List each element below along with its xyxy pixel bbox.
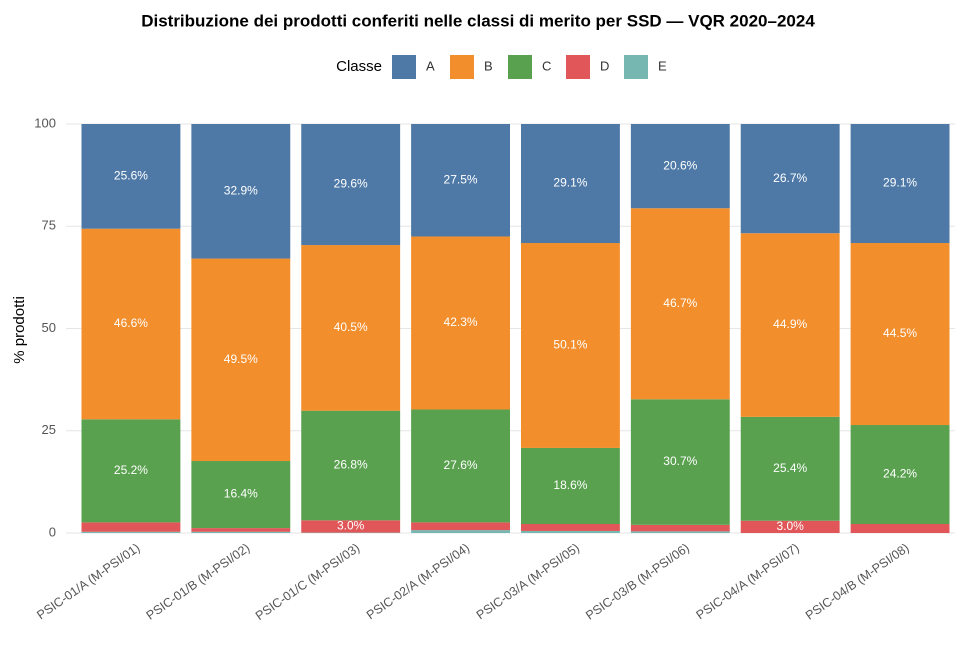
bar-segment bbox=[301, 245, 401, 411]
chart-title: Distribuzione dei prodotti conferiti nel… bbox=[141, 11, 815, 30]
legend-label: C bbox=[542, 58, 551, 73]
bar-segment bbox=[850, 524, 950, 533]
value-label: 24.2% bbox=[883, 467, 917, 481]
bar-segment bbox=[740, 520, 840, 533]
value-label: 40.5% bbox=[334, 320, 368, 334]
legend-label: D bbox=[600, 58, 609, 73]
y-tick-label: 25 bbox=[42, 422, 56, 437]
value-label: 46.6% bbox=[114, 316, 148, 330]
bar-segment bbox=[520, 447, 620, 525]
value-label: 20.6% bbox=[663, 158, 697, 172]
bar-segment bbox=[191, 528, 291, 532]
value-label: 27.6% bbox=[444, 458, 478, 472]
bar-segment bbox=[81, 228, 181, 420]
bar-segment bbox=[630, 399, 730, 525]
y-tick-label: 0 bbox=[49, 524, 56, 539]
bar-segment bbox=[520, 530, 620, 533]
bar-segment bbox=[301, 124, 401, 246]
bar-segment bbox=[411, 530, 511, 533]
bar-segment bbox=[850, 124, 950, 244]
bar-segment bbox=[81, 124, 181, 229]
value-label: 25.6% bbox=[114, 169, 148, 183]
bar-segment bbox=[520, 524, 620, 531]
x-tick-label: PSIC-01/C (M-PSI/03) bbox=[253, 541, 362, 623]
legend-swatch bbox=[566, 55, 590, 79]
legend-label: E bbox=[658, 58, 667, 73]
bar-segment bbox=[411, 522, 511, 531]
value-label: 49.5% bbox=[224, 352, 258, 366]
bar-segment bbox=[850, 425, 950, 525]
value-label: 44.9% bbox=[773, 317, 807, 331]
value-label: 44.5% bbox=[883, 326, 917, 340]
bar-segment bbox=[411, 236, 511, 410]
bar-segment bbox=[191, 531, 291, 533]
value-label: 46.7% bbox=[663, 296, 697, 310]
x-tick-label: PSIC-03/B (M-PSI/06) bbox=[583, 541, 692, 623]
x-tick-label: PSIC-04/B (M-PSI/08) bbox=[803, 541, 912, 623]
value-label: 32.9% bbox=[224, 183, 258, 197]
value-label: 16.4% bbox=[224, 487, 258, 501]
bar-segment bbox=[630, 208, 730, 400]
value-label: 26.8% bbox=[334, 458, 368, 472]
legend-title: Classe bbox=[336, 58, 382, 75]
value-label: 29.1% bbox=[883, 176, 917, 190]
bar-segment bbox=[411, 124, 511, 237]
bar-segment bbox=[411, 409, 511, 523]
bar-segment bbox=[81, 419, 181, 523]
bar-segment bbox=[301, 520, 401, 533]
bar-segment bbox=[520, 124, 620, 244]
bar-segment bbox=[630, 531, 730, 533]
value-label: 29.6% bbox=[334, 177, 368, 191]
bar-segment bbox=[191, 124, 291, 259]
value-label: 30.7% bbox=[663, 454, 697, 468]
legend-swatch bbox=[450, 55, 474, 79]
value-label: 42.3% bbox=[444, 315, 478, 329]
value-label: 18.6% bbox=[553, 478, 587, 492]
value-label: 27.5% bbox=[444, 172, 478, 186]
x-tick-label: PSIC-02/A (M-PSI/04) bbox=[364, 541, 472, 623]
x-tick-label: PSIC-01/B (M-PSI/02) bbox=[144, 541, 253, 623]
bar-segment bbox=[520, 243, 620, 448]
value-label: 25.2% bbox=[114, 463, 148, 477]
value-label: 3.0% bbox=[337, 519, 365, 533]
y-axis-label: % prodotti bbox=[11, 296, 28, 364]
value-label: 25.4% bbox=[773, 461, 807, 475]
bar-segment bbox=[191, 258, 291, 462]
legend-label: B bbox=[484, 58, 493, 73]
bar-segment bbox=[740, 124, 840, 234]
bar-segment bbox=[630, 124, 730, 209]
value-label: 29.1% bbox=[553, 176, 587, 190]
y-tick-label: 100 bbox=[34, 115, 56, 130]
legend-label: A bbox=[426, 58, 435, 73]
bar-segment bbox=[740, 416, 840, 521]
x-tick-label: PSIC-01/A (M-PSI/01) bbox=[34, 541, 142, 623]
bar-segment bbox=[81, 522, 181, 532]
y-tick-label: 50 bbox=[42, 320, 56, 335]
x-tick-label: PSIC-03/A (M-PSI/05) bbox=[474, 541, 582, 623]
bar-segment bbox=[630, 524, 730, 532]
legend-swatch bbox=[392, 55, 416, 79]
bar-segment bbox=[81, 531, 181, 533]
legend-swatch bbox=[624, 55, 648, 79]
bar-segment bbox=[301, 410, 401, 521]
bar-segment bbox=[740, 233, 840, 417]
bar-segment bbox=[850, 243, 950, 426]
value-label: 3.0% bbox=[777, 519, 805, 533]
bar-segment bbox=[191, 461, 291, 529]
value-label: 50.1% bbox=[553, 338, 587, 352]
legend-swatch bbox=[508, 55, 532, 79]
x-tick-label: PSIC-04/A (M-PSI/07) bbox=[694, 541, 802, 623]
value-label: 26.7% bbox=[773, 171, 807, 185]
y-tick-label: 75 bbox=[42, 218, 56, 233]
